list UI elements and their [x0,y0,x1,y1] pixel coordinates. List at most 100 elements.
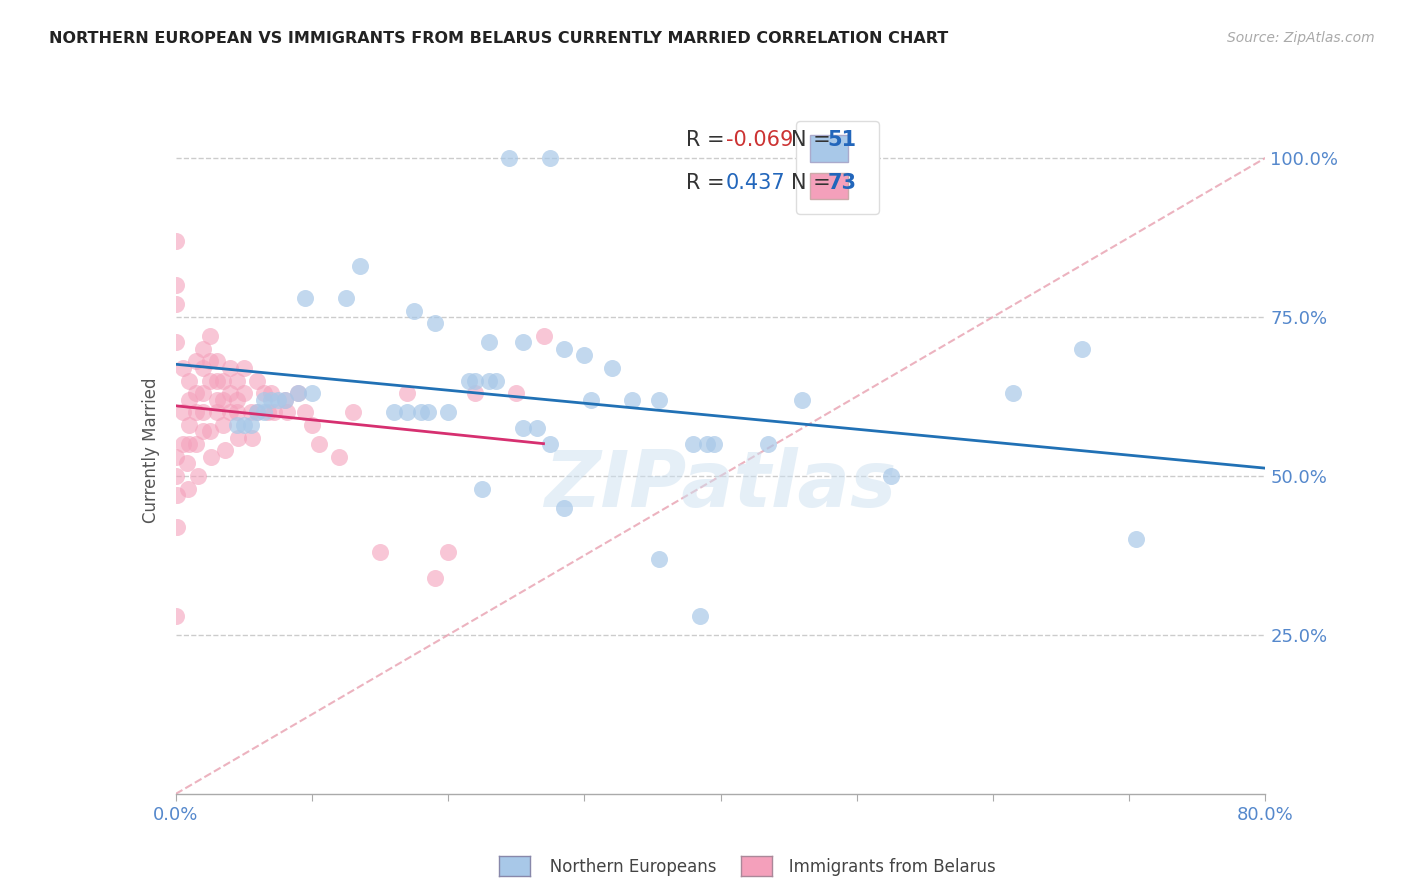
Point [382,405,405,419]
Point [553,500,575,515]
Point [880,469,903,483]
Text: N =: N = [792,172,838,193]
Point [179,374,201,388]
Point [437,545,460,559]
Point [287,386,309,401]
Point [689,608,711,623]
Point [212,374,235,388]
Point [478,374,501,388]
Text: Northern Europeans: Northern Europeans [534,858,717,876]
Point [179,392,201,407]
Point [228,431,250,445]
Point [212,417,235,432]
Point [260,392,283,407]
Text: 0.437: 0.437 [725,172,786,193]
Point [257,405,280,419]
Point [232,417,254,432]
Text: ZIPatlas: ZIPatlas [544,447,897,523]
Point [214,443,236,458]
Point [267,392,290,407]
Point [186,354,208,368]
Point [240,431,263,445]
Point [308,437,330,451]
Point [274,392,297,407]
Point [191,405,214,419]
Point [172,437,194,451]
Point [478,335,501,350]
Point [276,405,298,419]
Point [226,392,249,407]
Point [301,417,323,432]
Point [246,405,269,419]
Point [186,386,208,401]
Point [198,354,221,368]
Point [457,374,479,388]
Text: R =: R = [686,130,731,150]
Point [464,374,486,388]
Point [253,392,276,407]
Point [538,151,561,165]
Point [232,386,254,401]
Point [219,386,242,401]
Point [253,386,276,401]
Point [166,488,188,502]
Point [165,450,187,464]
Point [172,360,194,375]
Text: N =: N = [792,130,838,150]
Point [246,374,269,388]
Point [179,417,201,432]
Text: R =: R = [686,172,738,193]
Point [165,608,187,623]
Text: NORTHERN EUROPEAN VS IMMIGRANTS FROM BELARUS CURRENTLY MARRIED CORRELATION CHART: NORTHERN EUROPEAN VS IMMIGRANTS FROM BEL… [49,31,949,46]
Point [505,386,527,401]
Point [404,303,426,318]
Point [176,456,198,470]
Point [186,437,208,451]
Point [186,405,208,419]
Point [682,437,704,451]
Point [165,278,187,293]
Point [696,437,718,451]
Point [335,291,357,305]
Point [512,421,534,435]
Point [396,405,419,419]
Point [191,425,214,439]
Point [226,374,249,388]
Text: Source: ZipAtlas.com: Source: ZipAtlas.com [1227,31,1375,45]
Point [526,421,548,435]
Point [165,297,187,311]
Point [485,374,508,388]
Point [260,386,283,401]
Point [198,425,221,439]
Point [512,335,534,350]
Point [464,386,486,401]
Point [166,520,188,534]
Point [191,360,214,375]
Point [263,405,285,419]
Legend: , : , [796,121,879,214]
Point [165,234,187,248]
Point [1125,533,1147,547]
Point [792,392,814,407]
Point [198,329,221,343]
Point [253,405,276,419]
Point [648,392,671,407]
Point [756,437,779,451]
Point [328,450,350,464]
Point [177,482,200,496]
Point [191,342,214,356]
Point [226,417,249,432]
Point [239,405,262,419]
Point [301,386,323,401]
Point [200,450,222,464]
Point [471,482,494,496]
Point [553,342,575,356]
Point [342,405,364,419]
Point [205,374,228,388]
Point [579,392,602,407]
Point [621,392,644,407]
Point [703,437,725,451]
Point [368,545,391,559]
Point [287,386,309,401]
Point [205,405,228,419]
